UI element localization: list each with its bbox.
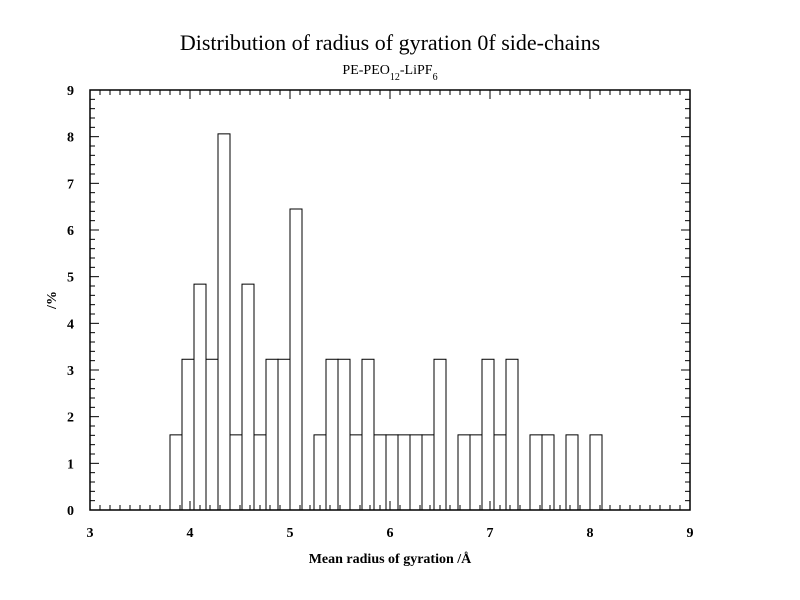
histogram-bar <box>409 434 423 511</box>
y-axis-label: /% <box>45 291 60 310</box>
histogram-bar <box>193 283 207 511</box>
ticks-group <box>89 89 691 511</box>
histogram-bar <box>313 434 327 511</box>
histogram-bar <box>373 434 387 511</box>
histogram-bar <box>277 358 291 511</box>
histogram-bar <box>169 434 183 511</box>
histogram-bar <box>385 434 399 511</box>
y-tick-label: 3 <box>67 364 74 379</box>
histogram-bar <box>181 358 195 511</box>
y-tick-label: 7 <box>67 177 74 192</box>
x-tick-label: 6 <box>387 526 394 541</box>
x-tick-label: 9 <box>687 526 694 541</box>
x-tick-label: 5 <box>287 526 294 541</box>
histogram-bar <box>229 434 243 511</box>
y-tick-label: 2 <box>67 411 74 426</box>
histogram-bar <box>241 283 255 511</box>
chart-subtitle: PE-PEO12-LiPF6 <box>342 63 437 83</box>
histogram-bar <box>589 434 603 511</box>
y-tick-label: 0 <box>67 504 74 519</box>
y-tick-label: 8 <box>67 131 74 146</box>
tick-labels-group: 3 4 5 6 7 8 9 0 1 2 3 4 5 6 7 8 9 <box>67 84 694 541</box>
histogram-bar <box>253 434 267 511</box>
histogram-bar <box>289 208 303 511</box>
y-tick-label: 5 <box>67 271 74 286</box>
histogram-bar <box>217 133 231 511</box>
x-tick-label: 4 <box>187 526 194 541</box>
subtitle-part-0: PE-PEO <box>342 63 389 78</box>
histogram-bar <box>493 434 507 511</box>
x-axis-label: Mean radius of gyration /Å <box>309 551 472 567</box>
subtitle-part-2: -LiPF <box>400 63 433 78</box>
histogram-bar <box>325 358 339 511</box>
histogram-bar <box>265 358 279 511</box>
histogram-bar <box>349 434 363 511</box>
histogram-bar <box>337 358 351 511</box>
subtitle-part-3: 6 <box>433 72 438 83</box>
histogram-bar <box>361 358 375 511</box>
x-tick-label: 7 <box>487 526 494 541</box>
histogram-bar <box>205 358 219 511</box>
histogram-bar <box>529 434 543 511</box>
y-tick-label: 6 <box>67 224 74 239</box>
histogram-bar <box>433 358 447 511</box>
x-tick-label: 3 <box>87 526 94 541</box>
bars-group <box>169 133 603 511</box>
histogram-bar <box>457 434 471 511</box>
histogram-bar <box>505 358 519 511</box>
histogram-bar <box>397 434 411 511</box>
y-tick-label: 1 <box>67 457 74 472</box>
y-tick-label: 9 <box>67 84 74 99</box>
histogram-bar <box>421 434 435 511</box>
y-tick-label: 4 <box>67 317 74 332</box>
x-tick-label: 8 <box>587 526 594 541</box>
histogram-bar <box>541 434 555 511</box>
subtitle-part-1: 12 <box>390 72 400 83</box>
histogram-bar <box>481 358 495 511</box>
chart-title: Distribution of radius of gyration 0f si… <box>180 30 600 55</box>
histogram-bar <box>469 434 483 511</box>
histogram-bar <box>565 434 579 511</box>
